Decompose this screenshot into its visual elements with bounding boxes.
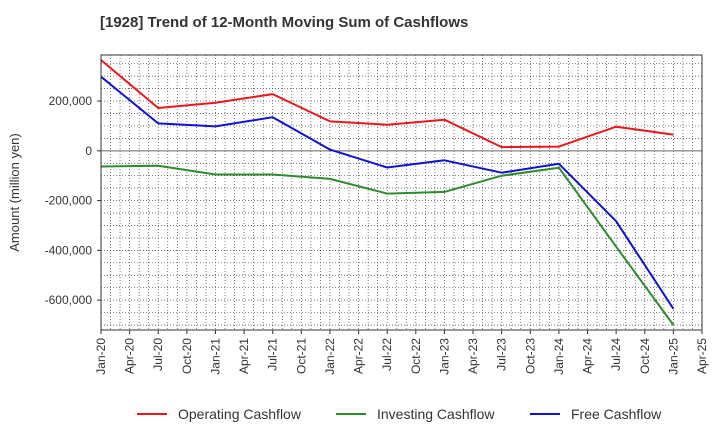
x-tick-label: Apr-25 [695, 338, 709, 374]
x-tick-label: Jan-24 [552, 338, 566, 375]
x-tick-label: Jul-24 [609, 338, 623, 371]
x-tick-label: Jan-25 [666, 338, 680, 375]
x-tick-label: Apr-23 [466, 338, 480, 374]
y-tick-label: 200,000 [49, 94, 93, 108]
x-tick-label: Jan-20 [94, 338, 108, 375]
x-tick-label: Apr-24 [581, 338, 595, 374]
x-tick-label: Apr-21 [237, 338, 251, 374]
x-tick-label: Jul-22 [380, 338, 394, 371]
x-tick-label: Oct-22 [409, 338, 423, 374]
series-line-free-cashflow [100, 75, 675, 310]
x-tick-label: Jul-23 [495, 338, 509, 371]
y-tick-label: 0 [85, 144, 92, 158]
series-line-operating-cashflow [100, 59, 674, 149]
x-tick-label: Apr-20 [123, 338, 137, 374]
x-tick-label: Apr-22 [352, 338, 366, 374]
legend-label-operating-cashflow: Operating Cashflow [178, 406, 302, 422]
legend-label-investing-cashflow: Investing Cashflow [377, 406, 495, 422]
grid [101, 55, 702, 330]
y-tick-label: -600,000 [45, 293, 93, 307]
y-tick-label: -200,000 [45, 194, 93, 208]
y-tick-label: -400,000 [45, 243, 93, 257]
plot-frame [100, 54, 703, 331]
chart-title: [1928] Trend of 12-Month Moving Sum of C… [100, 14, 469, 31]
x-tick-label: Oct-23 [523, 338, 537, 374]
x-tick-label: Oct-21 [294, 338, 308, 374]
legend-label-free-cashflow: Free Cashflow [571, 406, 662, 422]
x-tick-label: Oct-20 [180, 338, 194, 374]
x-tick-label: Jan-21 [208, 338, 222, 375]
series-line-investing-cashflow [100, 164, 675, 326]
y-axis-label: Amount (million yen) [7, 133, 22, 252]
x-tick-label: Jul-20 [151, 338, 165, 371]
x-tick-label: Oct-24 [638, 338, 652, 374]
legend: Operating Cashflow Investing Cashflow Free… [137, 406, 662, 422]
x-tick-label: Jul-21 [266, 338, 280, 371]
series-lines [100, 59, 675, 326]
x-tick-label: Jan-23 [437, 338, 451, 375]
axes: 200,000 0 -200,000 -400,000 -600,000 Jan-20 Ap… [7, 54, 709, 375]
x-tick-label: Jan-22 [323, 338, 337, 375]
